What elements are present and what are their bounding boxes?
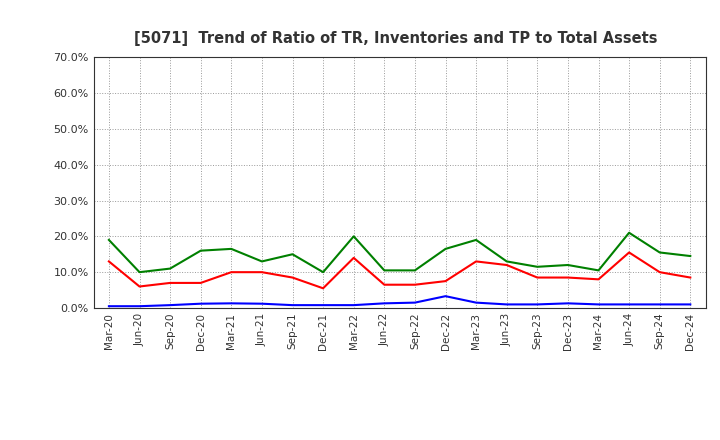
Trade Receivables	[197, 280, 205, 286]
Trade Receivables	[104, 259, 113, 264]
Inventories	[380, 301, 389, 306]
Trade Payables	[441, 246, 450, 252]
Inventories	[625, 302, 634, 307]
Trade Receivables	[288, 275, 297, 280]
Line: Inventories: Inventories	[109, 296, 690, 306]
Trade Receivables	[258, 270, 266, 275]
Trade Payables	[349, 234, 358, 239]
Trade Payables	[104, 237, 113, 242]
Inventories	[655, 302, 664, 307]
Trade Receivables	[594, 277, 603, 282]
Trade Payables	[258, 259, 266, 264]
Line: Trade Receivables: Trade Receivables	[109, 253, 690, 288]
Trade Receivables	[227, 270, 235, 275]
Trade Receivables	[319, 286, 328, 291]
Trade Payables	[380, 268, 389, 273]
Trade Payables	[227, 246, 235, 252]
Trade Receivables	[686, 275, 695, 280]
Inventories	[197, 301, 205, 306]
Trade Payables	[166, 266, 174, 271]
Inventories	[503, 302, 511, 307]
Trade Payables	[503, 259, 511, 264]
Trade Payables	[655, 250, 664, 255]
Trade Payables	[135, 270, 144, 275]
Trade Receivables	[166, 280, 174, 286]
Trade Receivables	[533, 275, 541, 280]
Trade Payables	[564, 262, 572, 268]
Trade Receivables	[655, 270, 664, 275]
Trade Receivables	[625, 250, 634, 255]
Inventories	[441, 293, 450, 299]
Line: Trade Payables: Trade Payables	[109, 233, 690, 272]
Inventories	[288, 302, 297, 308]
Trade Payables	[319, 270, 328, 275]
Trade Payables	[594, 268, 603, 273]
Trade Receivables	[441, 279, 450, 284]
Inventories	[472, 300, 480, 305]
Trade Payables	[625, 230, 634, 235]
Trade Receivables	[564, 275, 572, 280]
Inventories	[349, 302, 358, 308]
Inventories	[594, 302, 603, 307]
Trade Payables	[686, 253, 695, 259]
Inventories	[319, 302, 328, 308]
Trade Receivables	[349, 255, 358, 260]
Inventories	[104, 304, 113, 309]
Inventories	[166, 302, 174, 308]
Trade Receivables	[503, 262, 511, 268]
Inventories	[258, 301, 266, 306]
Inventories	[135, 304, 144, 309]
Inventories	[564, 301, 572, 306]
Trade Receivables	[410, 282, 419, 287]
Trade Receivables	[135, 284, 144, 289]
Trade Payables	[410, 268, 419, 273]
Inventories	[410, 300, 419, 305]
Trade Payables	[533, 264, 541, 269]
Inventories	[686, 302, 695, 307]
Inventories	[227, 301, 235, 306]
Inventories	[533, 302, 541, 307]
Trade Receivables	[380, 282, 389, 287]
Trade Payables	[197, 248, 205, 253]
Text: [5071]  Trend of Ratio of TR, Inventories and TP to Total Assets: [5071] Trend of Ratio of TR, Inventories…	[134, 31, 658, 46]
Trade Receivables	[472, 259, 480, 264]
Trade Payables	[472, 237, 480, 242]
Trade Payables	[288, 252, 297, 257]
